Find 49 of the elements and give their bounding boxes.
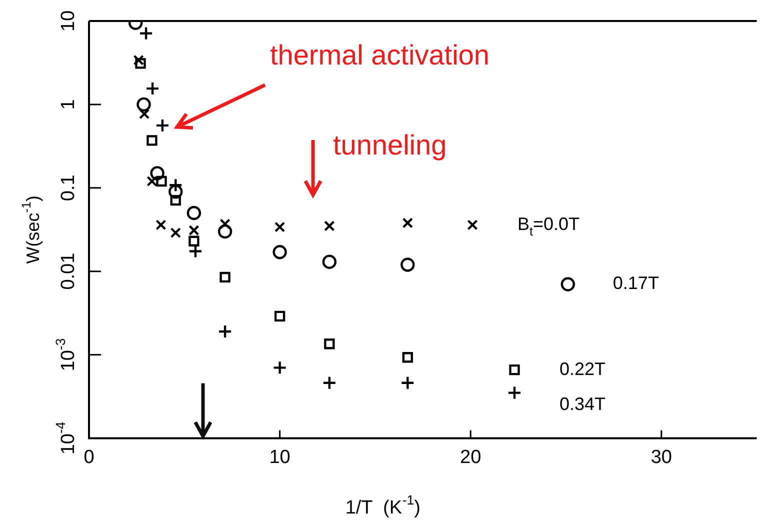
y-tick-label: 0.1 <box>58 174 80 202</box>
point <box>188 236 200 246</box>
x-tick-label: 20 <box>460 446 482 468</box>
point <box>135 58 146 69</box>
y-tick-label: 0.01 <box>58 252 80 290</box>
x-tick-label: 30 <box>650 446 672 468</box>
point <box>324 220 335 232</box>
y-tick-label: 10 <box>58 10 80 32</box>
annotation: tunneling <box>333 130 447 161</box>
text: 0.22T <box>559 358 606 379</box>
text: 0.17T <box>612 273 659 294</box>
point <box>138 108 150 120</box>
point <box>156 176 167 187</box>
x-tick-label: 10 <box>269 446 290 468</box>
point <box>188 224 200 236</box>
point <box>138 26 154 41</box>
point <box>324 338 335 350</box>
point <box>156 220 166 230</box>
point <box>186 206 202 220</box>
point <box>402 352 413 363</box>
point <box>168 184 183 199</box>
point <box>400 258 415 272</box>
point <box>322 254 337 269</box>
point <box>170 194 181 206</box>
annotation: thermal activation <box>270 40 490 71</box>
point <box>402 218 413 228</box>
point <box>136 97 151 112</box>
point <box>146 176 158 187</box>
point <box>507 386 522 400</box>
point <box>145 81 160 96</box>
point <box>218 324 232 339</box>
point <box>509 364 520 376</box>
y-tick-label: 1 <box>58 99 80 110</box>
point <box>220 272 230 283</box>
point <box>274 310 286 322</box>
x-tick-label: 0 <box>84 446 94 468</box>
text: 0.34T <box>559 394 606 414</box>
point <box>146 135 158 146</box>
point <box>150 166 164 180</box>
y-axis-title: W(sec-1) <box>19 196 43 264</box>
point <box>560 277 576 292</box>
point <box>272 244 287 260</box>
point <box>467 220 478 230</box>
y-tick-label: 10-4 <box>53 422 80 455</box>
y-tick-label: 10-3 <box>53 338 80 372</box>
point <box>274 222 286 232</box>
point <box>170 227 181 238</box>
point <box>218 224 232 239</box>
point <box>155 118 170 133</box>
